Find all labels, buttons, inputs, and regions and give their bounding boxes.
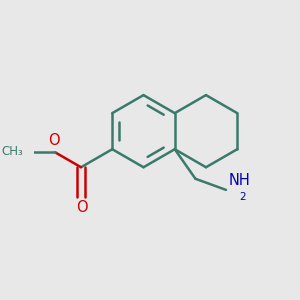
Text: O: O: [76, 200, 88, 215]
Text: 2: 2: [239, 192, 246, 203]
Text: NH: NH: [229, 173, 251, 188]
Text: O: O: [48, 134, 60, 148]
Text: CH₃: CH₃: [2, 145, 23, 158]
